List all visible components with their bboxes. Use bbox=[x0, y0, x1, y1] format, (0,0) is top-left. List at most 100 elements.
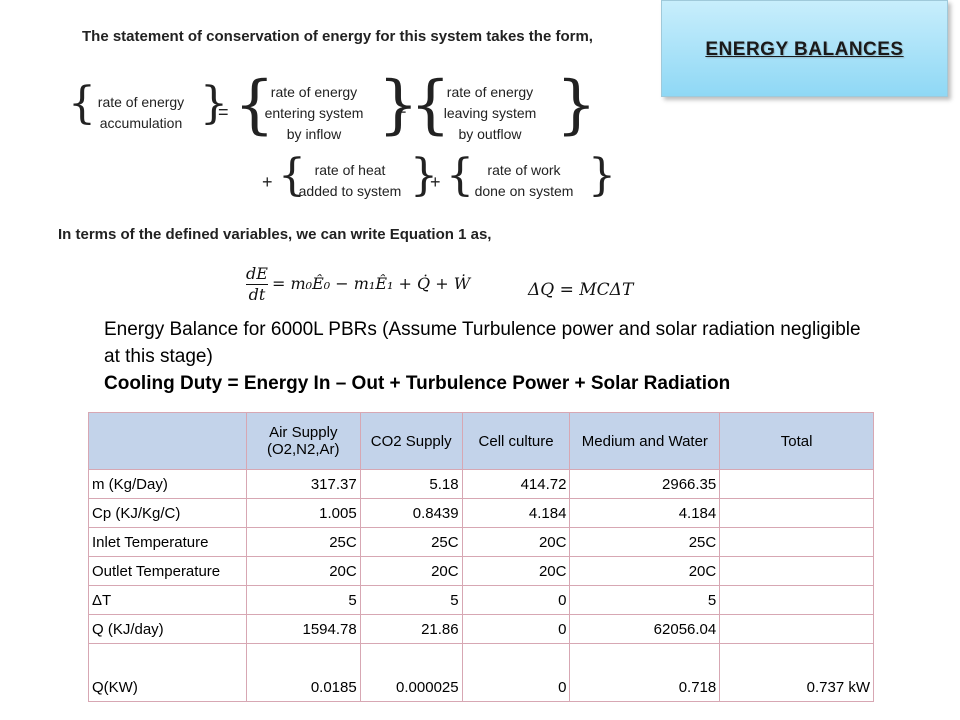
table-cell: 0 bbox=[461, 643, 571, 702]
column-header bbox=[88, 412, 247, 470]
outflow-line: leaving system bbox=[443, 105, 537, 121]
table-cell: 20C bbox=[245, 556, 361, 586]
table-cell: 0.737 kW bbox=[719, 643, 874, 702]
table-cell: 25C bbox=[245, 527, 361, 557]
right-brace: } bbox=[410, 150, 438, 201]
table-cell: 4.184 bbox=[461, 498, 571, 528]
formula-denominator: dt bbox=[248, 285, 266, 304]
table-cell: 1594.78 bbox=[245, 614, 361, 644]
column-header: Total bbox=[719, 412, 874, 470]
formula-numerator: dE bbox=[246, 264, 268, 283]
table-cell: 414.72 bbox=[461, 469, 571, 499]
table-cell: 20C bbox=[461, 556, 571, 586]
table-cell: 0.8439 bbox=[359, 498, 463, 528]
row-label: Q (KJ/day) bbox=[88, 614, 247, 644]
table-cell: 20C bbox=[359, 556, 463, 586]
row-label: ΔT bbox=[88, 585, 247, 615]
table-cell: 20C bbox=[461, 527, 571, 557]
right-brace: } bbox=[588, 150, 616, 201]
table-cell: 0 bbox=[461, 614, 571, 644]
left-brace: { bbox=[68, 78, 96, 129]
row-label: Cp (KJ/Kg/C) bbox=[88, 498, 247, 528]
equals-sign: = bbox=[218, 102, 229, 122]
row-label: Q(KW) bbox=[88, 643, 247, 702]
outflow-term: rate of energy leaving system by outflow bbox=[424, 82, 556, 145]
accumulation-term: rate of energy accumulation bbox=[82, 92, 200, 134]
table-row: ΔT 5 5 0 5 bbox=[88, 585, 874, 615]
intro-line: Energy Balance for 6000L PBRs (Assume Tu… bbox=[104, 319, 861, 367]
outflow-line: by outflow bbox=[458, 126, 522, 142]
slide-title: ENERGY BALANCES bbox=[705, 39, 904, 60]
table-cell: 5 bbox=[359, 585, 463, 615]
outflow-line: rate of energy bbox=[446, 84, 534, 100]
left-brace: { bbox=[410, 68, 451, 142]
table-header-row: Air Supply (O2,N2,Ar) CO2 Supply Cell cu… bbox=[88, 412, 874, 470]
table-cell: 1.005 bbox=[245, 498, 361, 528]
conservation-equation: { rate of energy accumulation } = { rate… bbox=[66, 68, 626, 210]
delta-q-formula: ΔQ = MCΔT bbox=[528, 280, 634, 300]
table-cell: 4.184 bbox=[569, 498, 721, 528]
table-cell: 62056.04 bbox=[569, 614, 721, 644]
table-cell: 0.000025 bbox=[359, 643, 463, 702]
minus-sign: − bbox=[396, 102, 407, 122]
row-label: Outlet Temperature bbox=[88, 556, 247, 586]
row-label: m (Kg/Day) bbox=[88, 469, 247, 499]
intro-block: Energy Balance for 6000L PBRs (Assume Tu… bbox=[104, 316, 864, 397]
table-cell: 5 bbox=[569, 585, 721, 615]
table-cell bbox=[719, 556, 874, 586]
table-cell bbox=[719, 614, 874, 644]
table-row: m (Kg/Day) 317.37 5.18 414.72 2966.35 bbox=[88, 469, 874, 499]
inflow-line: by inflow bbox=[286, 126, 342, 142]
table-row: Outlet Temperature 20C 20C 20C 20C bbox=[88, 556, 874, 586]
table-cell bbox=[719, 498, 874, 528]
left-brace: { bbox=[446, 150, 474, 201]
column-header: Cell culture bbox=[461, 412, 571, 470]
heat-line: rate of heat bbox=[314, 162, 386, 178]
heat-line: added to system bbox=[298, 183, 402, 199]
table-cell: 2966.35 bbox=[569, 469, 721, 499]
inflow-line: entering system bbox=[264, 105, 364, 121]
work-line: rate of work bbox=[487, 162, 561, 178]
table-cell bbox=[719, 469, 874, 499]
cooling-duty-line: Cooling Duty = Energy In – Out + Turbule… bbox=[104, 373, 731, 394]
accumulation-line: rate of energy bbox=[97, 94, 185, 110]
statement-text: The statement of conservation of energy … bbox=[82, 28, 593, 45]
column-header: Medium and Water bbox=[569, 412, 721, 470]
inflow-line: rate of energy bbox=[270, 84, 358, 100]
table-cell: 25C bbox=[359, 527, 463, 557]
table-cell: 0.718 bbox=[569, 643, 721, 702]
table-cell: 317.37 bbox=[245, 469, 361, 499]
energy-table: Air Supply (O2,N2,Ar) CO2 Supply Cell cu… bbox=[88, 412, 874, 702]
table-cell bbox=[719, 585, 874, 615]
right-brace: } bbox=[556, 68, 597, 142]
table-cell: 20C bbox=[569, 556, 721, 586]
work-term: rate of work done on system bbox=[460, 160, 588, 202]
inflow-term: rate of energy entering system by inflow bbox=[248, 82, 380, 145]
formula-rhs: = m₀Ê₀ − m₁Ê₁ + Q̇ + Ẇ bbox=[272, 274, 471, 293]
energy-formula: dE dt = m₀Ê₀ − m₁Ê₁ + Q̇ + Ẇ bbox=[246, 264, 470, 306]
table-row: Q(KW) 0.0185 0.000025 0 0.718 0.737 kW bbox=[88, 643, 874, 702]
left-brace: { bbox=[234, 68, 275, 142]
table-cell: 25C bbox=[569, 527, 721, 557]
table-row: Cp (KJ/Kg/C) 1.005 0.8439 4.184 4.184 bbox=[88, 498, 874, 528]
accumulation-line: accumulation bbox=[99, 115, 183, 131]
table-row: Q (KJ/day) 1594.78 21.86 0 62056.04 bbox=[88, 614, 874, 644]
column-header: Air Supply (O2,N2,Ar) bbox=[245, 412, 361, 470]
column-header: CO2 Supply bbox=[359, 412, 463, 470]
right-brace: } bbox=[200, 78, 228, 129]
fraction-bar bbox=[246, 284, 268, 285]
right-brace: } bbox=[378, 68, 419, 142]
row-label: Inlet Temperature bbox=[88, 527, 247, 557]
table-cell: 21.86 bbox=[359, 614, 463, 644]
table-cell: 5.18 bbox=[359, 469, 463, 499]
plus-sign: + bbox=[262, 172, 273, 192]
table-cell: 0 bbox=[461, 585, 571, 615]
in-terms-text: In terms of the defined variables, we ca… bbox=[58, 226, 492, 243]
heat-term: rate of heat added to system bbox=[290, 160, 410, 202]
title-box: ENERGY BALANCES bbox=[661, 0, 948, 97]
table-row: Inlet Temperature 25C 25C 20C 25C bbox=[88, 527, 874, 557]
table-cell: 0.0185 bbox=[245, 643, 361, 702]
table-cell bbox=[719, 527, 874, 557]
left-brace: { bbox=[278, 150, 306, 201]
plus-sign: + bbox=[430, 172, 441, 192]
